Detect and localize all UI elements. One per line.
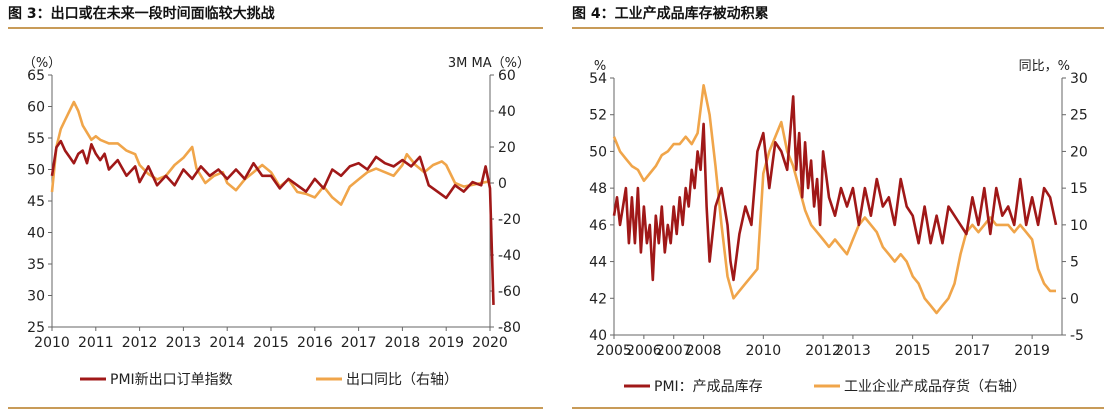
- left-y-tick-label: 52: [589, 108, 607, 124]
- left-y-tick-label: 25: [27, 320, 45, 336]
- x-tick-label: 2006: [626, 343, 662, 359]
- right-y-tick-label: 25: [1070, 108, 1088, 124]
- x-tick-label: 2013: [835, 343, 871, 359]
- x-tick-label: 2011: [78, 335, 114, 351]
- right-axis-unit: 3M MA（%）: [448, 56, 530, 71]
- x-tick-label: 2019: [1014, 343, 1050, 359]
- legend-label: 工业企业产成品存货（右轴）: [844, 378, 1026, 395]
- series-line-left: [612, 95, 1058, 282]
- left-y-tick-label: 30: [27, 289, 45, 305]
- x-tick-label: 2015: [253, 335, 289, 351]
- legend-label: PMI：产成品库存: [654, 379, 763, 395]
- series-line-right: [50, 100, 491, 206]
- left-axis-unit: %: [594, 59, 606, 74]
- chart-panel-right: 图 4：工业产成品库存被动积累 % 同比，% 54 52 50 48 46 44 42 40 30 2…: [572, 0, 1104, 412]
- x-tick-label: 2016: [297, 335, 333, 351]
- left-y-tick-label: 50: [589, 144, 607, 160]
- right-y-tick-label: 30: [1070, 71, 1088, 87]
- x-tick-label: 2013: [166, 335, 202, 351]
- left-y-tick-label: 45: [27, 194, 45, 210]
- legend-label: PMI新出口订单指数: [110, 372, 233, 388]
- right-y-tick-label: 5: [1070, 255, 1079, 271]
- left-y-tick-label: 40: [589, 328, 607, 344]
- x-tick-label: 2010: [34, 335, 70, 351]
- right-axis-unit: 同比，%: [1019, 59, 1070, 74]
- left-y-tick-label: 35: [27, 257, 45, 273]
- left-y-tick-label: 46: [589, 218, 607, 234]
- chart-exports: （%） 3M MA（%） 65 60 55 50 45 40 35 30 25 60 40 20 0 -20 -…: [23, 56, 530, 388]
- series-line-left: [50, 139, 495, 305]
- bottom-rule: [572, 407, 1104, 409]
- x-tick-label: 2014: [209, 335, 245, 351]
- x-tick-label: 2018: [385, 335, 421, 351]
- x-tick-label: 2020: [472, 335, 508, 351]
- right-y-tick-label: 20: [1070, 144, 1088, 160]
- right-y-tick-label: 10: [1070, 218, 1088, 234]
- x-tick-label: 2010: [746, 343, 782, 359]
- x-tick-label: 2008: [686, 343, 722, 359]
- left-y-tick-label: 42: [589, 291, 607, 307]
- x-tick-label: 2019: [428, 335, 464, 351]
- x-tick-label: 2007: [656, 343, 692, 359]
- chart-title: 图 4：工业产成品库存被动积累: [572, 6, 769, 22]
- chart-panel-left: 图 3：出口或在未来一段时间面临较大挑战 （%） 3M MA（%） 65 60 55 50…: [8, 0, 543, 412]
- chart-title: 图 3：出口或在未来一段时间面临较大挑战: [8, 6, 275, 22]
- right-y-tick-label: -20: [498, 212, 521, 228]
- right-y-tick-label: 60: [498, 68, 516, 84]
- right-y-tick-label: -80: [498, 320, 521, 336]
- right-y-tick-label: 40: [498, 104, 516, 120]
- right-y-tick-label: 0: [1070, 291, 1079, 307]
- right-y-tick-label: -40: [498, 248, 521, 264]
- left-y-tick-label: 44: [589, 255, 607, 271]
- legend-label: 出口同比（右轴）: [346, 372, 458, 388]
- right-y-tick-label: 15: [1070, 181, 1088, 197]
- title-rule: [8, 27, 543, 29]
- x-tick-label: 2005: [596, 343, 632, 359]
- left-y-tick-label: 60: [27, 100, 45, 116]
- left-y-tick-label: 48: [589, 181, 607, 197]
- title-rule: [572, 27, 1104, 29]
- x-tick-label: 2017: [341, 335, 377, 351]
- series-line-right: [612, 83, 1056, 315]
- left-axis-unit: （%）: [23, 56, 61, 71]
- left-y-tick-label: 55: [27, 131, 45, 147]
- right-y-tick-label: -5: [1070, 328, 1084, 344]
- left-y-tick-label: 40: [27, 226, 45, 242]
- x-tick-label: 2012: [805, 343, 841, 359]
- bottom-rule: [8, 407, 543, 409]
- right-y-tick-label: -60: [498, 284, 521, 300]
- left-y-tick-label: 65: [27, 68, 45, 84]
- x-tick-label: 2015: [895, 343, 931, 359]
- right-y-tick-label: 0: [498, 176, 507, 192]
- left-y-tick-label: 50: [27, 163, 45, 179]
- left-y-tick-label: 54: [589, 71, 607, 87]
- chart-inventory: % 同比，%5452504846444240302520151050-520052…: [589, 59, 1088, 395]
- x-tick-label: 2017: [955, 343, 991, 359]
- right-y-tick-label: 20: [498, 140, 516, 156]
- x-tick-label: 2012: [122, 335, 158, 351]
